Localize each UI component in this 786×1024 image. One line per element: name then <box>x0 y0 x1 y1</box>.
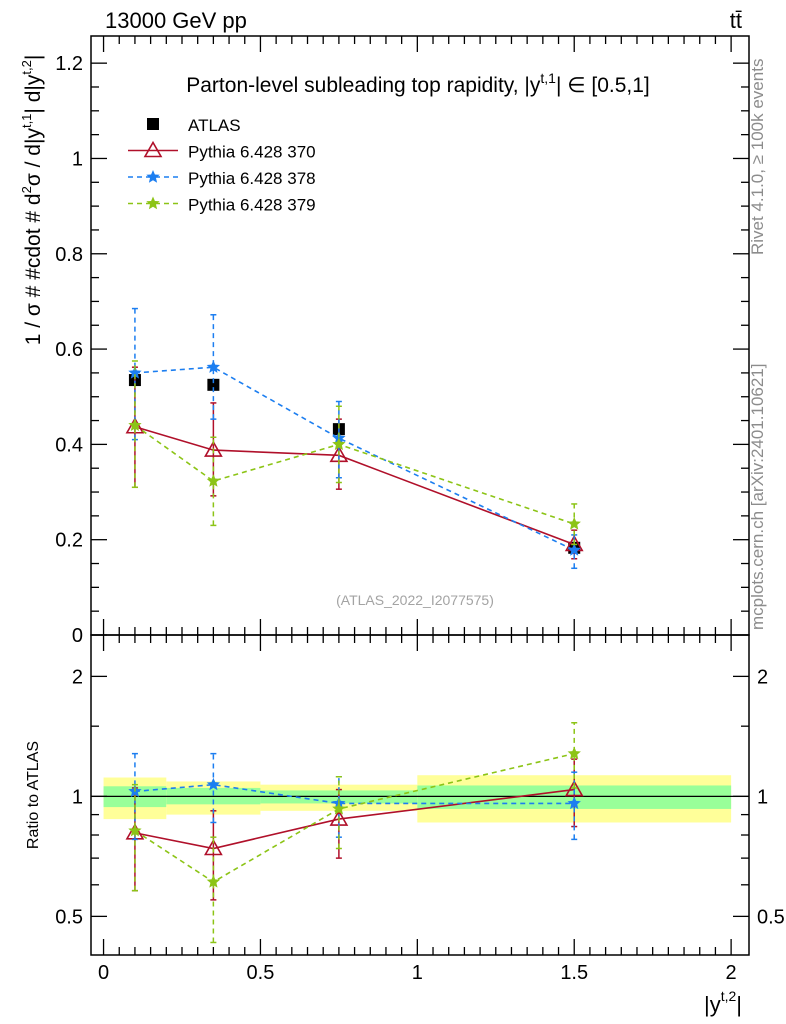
mc-point <box>206 360 220 373</box>
x-axis-label: |yt,2| <box>704 988 742 1017</box>
data-point <box>207 378 220 391</box>
legend-item: Pythia 6.428 379 <box>128 196 316 215</box>
ratio-point <box>203 838 223 856</box>
legend-marker <box>147 118 159 130</box>
main-plot: 0 0.2 0.4 0.6 0.8 1 1.2 <box>55 35 750 647</box>
mcplots-reference-text: mcplots.cern.ch [arXiv:2401.10621] <box>748 364 767 630</box>
legend-item: Pythia 6.428 370 <box>128 140 316 162</box>
plot-title: Parton-level subleading top rapidity, |y… <box>186 70 649 97</box>
ratio-series-pythia-6-428-379 <box>128 722 581 944</box>
series-pythia-6-428-379 <box>128 360 581 546</box>
ratio-y-tick-label: 0.5 <box>55 906 83 928</box>
mc-point <box>567 517 581 530</box>
ratio-series-line <box>134 788 575 850</box>
y-tick-label: 0.6 <box>55 339 83 361</box>
legend-marker <box>143 140 163 158</box>
legend-item: Pythia 6.428 378 <box>128 169 316 188</box>
ratio-point <box>567 796 581 810</box>
y-tick-label: 1.2 <box>55 53 83 75</box>
ratio-point <box>206 777 220 791</box>
x-tick-label: 0 <box>98 962 109 984</box>
series-line <box>134 366 575 551</box>
y-tick-label: 1 <box>72 148 83 170</box>
y-tick-label: 0.4 <box>55 434 83 456</box>
ratio-y-tick-label-right: 0.5 <box>757 906 785 928</box>
ratio-point <box>332 801 346 815</box>
ratio-plot-frame <box>90 634 750 956</box>
mc-point <box>128 418 142 431</box>
ratio-y-tick-label-right: 1 <box>757 786 768 808</box>
legend-label: ATLAS <box>188 116 241 135</box>
mc-point <box>203 440 223 457</box>
ratio-point <box>567 746 581 760</box>
legend-label: Pythia 6.428 378 <box>188 169 316 188</box>
series-line <box>134 425 575 546</box>
header-energy: 13000 GeV pp <box>105 8 247 33</box>
x-tick-label: 2 <box>726 962 737 984</box>
header-process: tt̄ <box>730 8 742 33</box>
mc-point <box>567 543 581 556</box>
rivet-version-text: Rivet 4.1.0, ≥ 100k events <box>748 59 767 255</box>
legend-label: Pythia 6.428 370 <box>188 143 316 162</box>
x-tick-label: 0.5 <box>247 962 275 984</box>
y-tick-label: 0.2 <box>55 530 83 552</box>
analysis-watermark: (ATLAS_2022_I2077575) <box>336 592 494 608</box>
ratio-y-tick-label: 1 <box>72 786 83 808</box>
legend-item: ATLAS <box>147 116 241 135</box>
ratio-series-line <box>134 783 575 805</box>
ratio-plot: 0.5 0.5 1 1 2 2 0 0.5 1 1.5 2 <box>55 634 785 984</box>
ratio-y-axis-label: Ratio to ATLAS <box>25 741 42 849</box>
y-tick-label: 0.8 <box>55 244 83 266</box>
y-tick-label: 0 <box>72 625 83 647</box>
series-pythia-6-428-370 <box>125 366 584 560</box>
series-atlas <box>128 374 581 554</box>
legend-label: Pythia 6.428 379 <box>188 196 316 215</box>
mc-point <box>128 365 142 379</box>
x-tick-label: 1 <box>412 962 423 984</box>
ratio-point <box>564 779 584 797</box>
mc-point <box>206 474 220 487</box>
ratio-point <box>128 823 142 837</box>
ratio-y-tick-label-right: 2 <box>757 666 768 688</box>
ratio-y-tick-label: 2 <box>72 666 83 688</box>
series-pythia-6-428-378 <box>128 307 581 570</box>
x-tick-label: 1.5 <box>560 962 588 984</box>
legend-marker <box>146 196 160 210</box>
legend-marker <box>146 170 160 183</box>
ratio-series-line <box>134 752 575 883</box>
mc-point <box>332 437 346 451</box>
y-axis-label: 1 / σ # #cdot # d2σ / d|yt,1| d|yt,2| <box>19 55 45 346</box>
ratio-point <box>206 874 220 888</box>
legend: ATLAS Pythia 6.428 370 Pythia 6.428 378 Pyt… <box>128 116 316 215</box>
series-line <box>134 424 575 525</box>
